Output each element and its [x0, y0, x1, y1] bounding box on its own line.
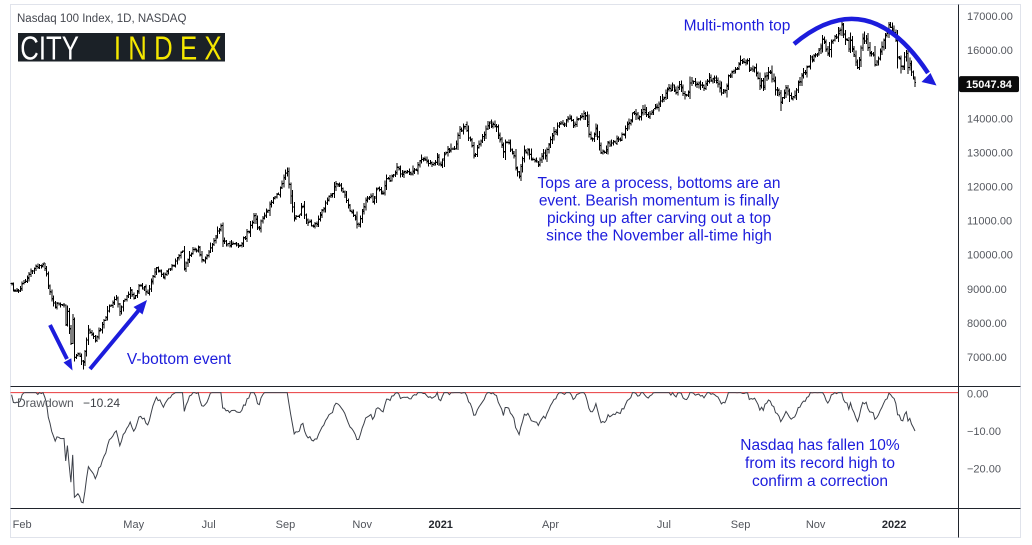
svg-text:CITY: CITY — [20, 31, 79, 68]
svg-text:Drawdown: Drawdown — [17, 396, 74, 410]
svg-text:9000.00: 9000.00 — [967, 284, 1007, 296]
svg-text:−10.24: −10.24 — [83, 396, 120, 410]
svg-text:since the November all-time hi: since the November all-time high — [546, 228, 772, 245]
svg-text:confirm a correction: confirm a correction — [752, 473, 888, 490]
svg-text:Nasdaq 100 Index, 1D, NASDAQ: Nasdaq 100 Index, 1D, NASDAQ — [17, 13, 186, 25]
svg-text:Nov: Nov — [352, 519, 372, 531]
svg-text:Jul: Jul — [202, 519, 216, 531]
svg-text:Apr: Apr — [542, 519, 559, 531]
svg-text:2022: 2022 — [882, 519, 906, 531]
svg-text:picking up after carving out a: picking up after carving out a top — [547, 210, 771, 227]
svg-text:8000.00: 8000.00 — [967, 318, 1007, 330]
svg-text:Nasdaq has fallen 10%: Nasdaq has fallen 10% — [740, 437, 900, 454]
svg-text:Sep: Sep — [731, 519, 751, 531]
svg-text:12000.00: 12000.00 — [967, 182, 1013, 194]
svg-text:11000.00: 11000.00 — [967, 216, 1012, 228]
svg-text:Multi-month top: Multi-month top — [684, 18, 791, 35]
svg-text:13000.00: 13000.00 — [967, 147, 1013, 159]
svg-text:10000.00: 10000.00 — [967, 250, 1013, 262]
svg-text:17000.00: 17000.00 — [967, 11, 1013, 23]
svg-text:Jul: Jul — [657, 519, 671, 531]
svg-text:16000.00: 16000.00 — [967, 45, 1013, 57]
svg-text:event. Bearish momentum is fin: event. Bearish momentum is finally — [539, 193, 780, 210]
svg-text:V-bottom event: V-bottom event — [127, 351, 232, 368]
svg-text:Sep: Sep — [276, 519, 296, 531]
svg-text:7000.00: 7000.00 — [967, 352, 1007, 364]
svg-text:2021: 2021 — [428, 519, 452, 531]
svg-text:Feb: Feb — [13, 519, 32, 531]
svg-text:15047.84: 15047.84 — [966, 79, 1013, 91]
svg-text:0.00: 0.00 — [967, 389, 988, 401]
svg-text:−20.00: −20.00 — [967, 464, 1001, 476]
svg-text:Nov: Nov — [806, 519, 826, 531]
svg-text:Tops are a process, bottoms ar: Tops are a process, bottoms are an — [538, 175, 781, 192]
svg-text:14000.00: 14000.00 — [967, 113, 1013, 125]
svg-text:May: May — [123, 519, 144, 531]
svg-text:from its record high to: from its record high to — [745, 455, 895, 472]
svg-text:INDEX: INDEX — [114, 31, 229, 68]
svg-text:−10.00: −10.00 — [967, 426, 1001, 438]
